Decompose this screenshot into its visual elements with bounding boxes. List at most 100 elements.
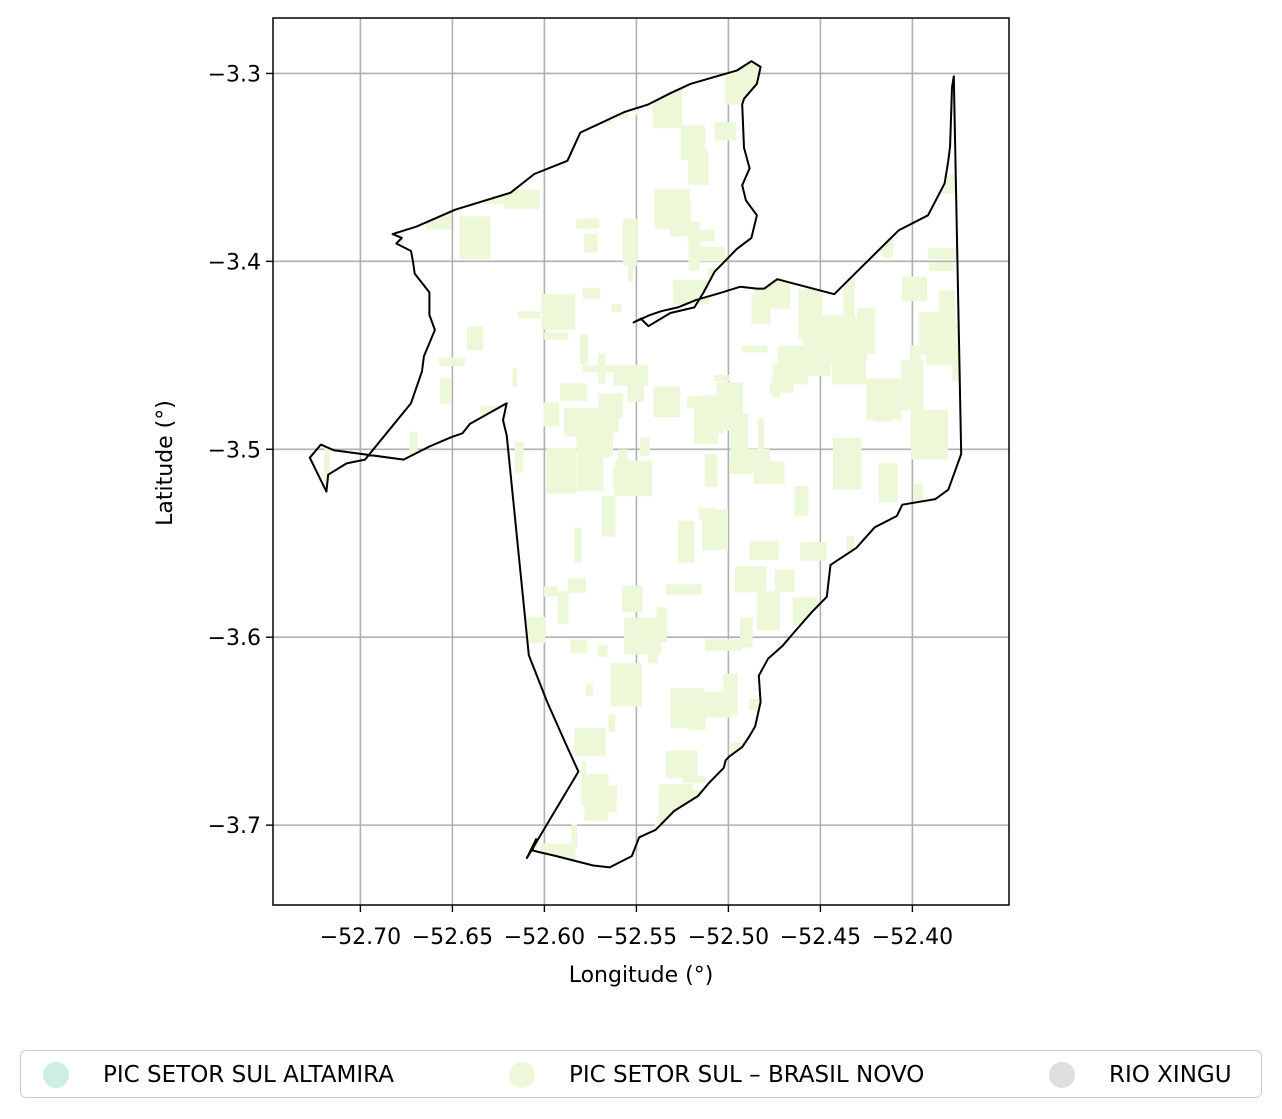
- land-patch: [355, 487, 393, 505]
- land-patch: [794, 165, 816, 211]
- land-patch: [936, 648, 950, 666]
- land-patch: [355, 211, 364, 256]
- land-patch: [392, 782, 413, 811]
- land-patch: [497, 668, 536, 693]
- land-patch: [723, 673, 738, 716]
- land-patch: [382, 156, 391, 169]
- land-patch: [794, 486, 809, 517]
- land-patch: [317, 593, 353, 634]
- boundary-outline: [308, 60, 963, 869]
- land-patch: [338, 109, 361, 120]
- land-patch: [798, 288, 823, 340]
- land-patch: [320, 749, 356, 771]
- land-patch: [507, 726, 520, 767]
- land-patch: [540, 843, 576, 868]
- legend-entry-altamira: PIC SETOR SUL ALTAMIRA: [43, 1051, 394, 1099]
- land-patch: [456, 689, 469, 718]
- land-patch: [652, 81, 683, 129]
- land-patch: [309, 482, 321, 507]
- land-patch: [929, 262, 954, 272]
- land-patch: [611, 303, 622, 312]
- land-patch: [688, 221, 700, 271]
- land-patch: [973, 346, 1000, 374]
- land-patch: [362, 203, 376, 222]
- land-patch: [772, 363, 781, 398]
- land-patch: [574, 527, 582, 563]
- land-patch: [518, 755, 539, 773]
- x-tick-label: −52.45: [780, 925, 861, 950]
- land-patch: [309, 199, 329, 232]
- land-patch: [928, 99, 940, 131]
- land-patch: [358, 821, 383, 859]
- land-patch: [309, 140, 332, 153]
- land-patch: [309, 166, 337, 192]
- land-patch: [430, 182, 464, 209]
- land-patch: [427, 507, 461, 521]
- land-patch: [342, 240, 375, 255]
- land-patch: [314, 557, 323, 595]
- land-patch: [959, 629, 962, 661]
- land-patch: [832, 354, 866, 385]
- land-patch: [835, 692, 862, 744]
- land-patch: [586, 684, 593, 696]
- y-axis-label: Latitude (°): [153, 400, 178, 526]
- land-patch: [653, 386, 681, 418]
- land-patch: [769, 382, 794, 393]
- land-patch: [670, 199, 692, 237]
- land-patch: [928, 64, 962, 116]
- land-patch: [490, 571, 519, 588]
- land-patch: [322, 605, 357, 633]
- land-patch: [592, 73, 611, 124]
- land-patch: [542, 861, 550, 868]
- land-patch: [423, 519, 457, 537]
- land-patch: [857, 196, 876, 223]
- land-patch: [909, 696, 943, 712]
- land-patch: [792, 101, 810, 118]
- land-patch: [694, 246, 726, 262]
- land-patch: [366, 282, 394, 304]
- land-patch: [728, 61, 761, 79]
- land-patch: [741, 345, 768, 353]
- land-patch: [755, 144, 775, 164]
- land-patch: [384, 676, 390, 719]
- land-patch: [687, 149, 709, 185]
- land-patch: [882, 221, 893, 258]
- land-patch: [500, 539, 516, 558]
- land-patch: [471, 515, 498, 563]
- x-tick-label: −52.55: [596, 925, 677, 950]
- land-patch: [608, 714, 616, 732]
- land-patch: [850, 766, 875, 794]
- x-tick-label: −52.65: [412, 925, 493, 950]
- land-patch: [665, 584, 702, 595]
- land-patch: [740, 617, 753, 648]
- land-patch: [454, 61, 489, 86]
- land-patch: [864, 730, 893, 746]
- land-patch: [598, 353, 606, 384]
- land-patch: [309, 579, 345, 614]
- land-patch: [825, 839, 837, 853]
- land-patch: [955, 713, 962, 747]
- land-patches: [309, 61, 1000, 880]
- land-patch: [780, 649, 818, 685]
- land-patch: [448, 761, 483, 796]
- land-patch: [861, 558, 877, 589]
- y-tick-label: −3.3: [208, 62, 261, 87]
- y-tick-label: −3.6: [208, 626, 261, 651]
- land-patch: [776, 146, 799, 191]
- land-patch: [397, 521, 425, 533]
- y-axis-ticks: −3.3 −3.4 −3.5 −3.6 −3.7: [208, 62, 273, 839]
- land-patch: [900, 61, 922, 79]
- land-patch: [571, 823, 577, 849]
- land-patch: [405, 503, 411, 546]
- land-patch: [924, 769, 939, 792]
- land-patch: [610, 82, 632, 99]
- land-patch: [714, 122, 736, 141]
- land-patch: [734, 566, 767, 593]
- land-patch: [639, 437, 650, 456]
- land-patch: [914, 536, 923, 568]
- land-patch: [442, 852, 451, 861]
- land-patch: [309, 317, 315, 365]
- land-patch: [906, 873, 935, 880]
- land-patch: [318, 550, 351, 578]
- land-patch: [713, 374, 730, 382]
